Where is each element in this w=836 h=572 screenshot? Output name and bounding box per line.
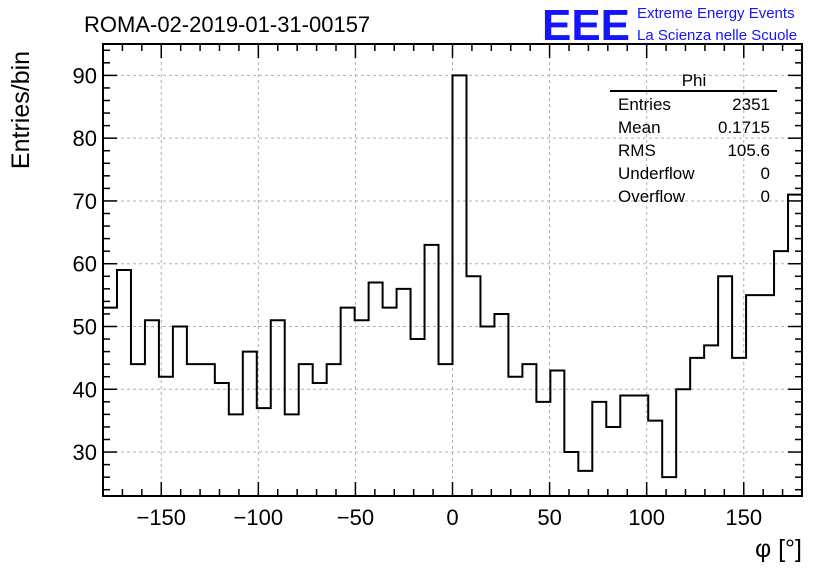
chart-title: ROMA-02-2019-01-31-00157 (84, 12, 370, 37)
histogram-bin (411, 339, 425, 496)
histogram-bin (564, 452, 578, 496)
eee-logo-mark: EEE (542, 1, 630, 50)
histogram-bin (508, 377, 522, 496)
y-tick-label: 30 (73, 440, 97, 465)
stats-row-value: 0 (761, 164, 770, 183)
histogram-bin (271, 320, 285, 496)
histogram-bin (578, 471, 592, 496)
histogram-bin (397, 289, 411, 496)
stats-rows: Entries 2351 Mean 0.1715 RMS 105.6 Underflow 0 O… (618, 95, 770, 206)
histogram-bin (550, 370, 564, 496)
histogram-bin (704, 345, 718, 496)
histogram-bin (159, 377, 173, 496)
y-tick-label: 80 (73, 126, 97, 151)
histogram-bin (676, 389, 690, 496)
y-axis-label: Entries/bin (7, 51, 35, 169)
histogram-bin (620, 396, 634, 496)
histogram-bin (341, 308, 355, 496)
histogram-bin (536, 402, 550, 496)
histogram-bin (215, 383, 229, 496)
stats-row-label: Overflow (618, 187, 686, 206)
stats-row-value: 0 (761, 187, 770, 206)
stats-row-value: 2351 (732, 95, 770, 114)
eee-logo: EEE Extreme Energy Events La Scienza nel… (542, 1, 797, 50)
logo-line-2: La Scienza nelle Scuole (637, 27, 797, 44)
histogram-bin (494, 314, 508, 496)
histogram-bin (131, 364, 145, 496)
histogram-bin (466, 276, 480, 496)
histogram-bin (425, 245, 439, 496)
axis-ticks (103, 44, 802, 496)
x-tick-label: 100 (628, 505, 665, 530)
histogram-bin (383, 308, 397, 496)
histogram-bin (662, 477, 676, 496)
stats-row-value: 105.6 (727, 141, 770, 160)
histogram-bin (522, 364, 536, 496)
histogram-bin (369, 283, 383, 496)
x-axis-label: φ [°] (755, 535, 802, 563)
y-tick-label: 60 (73, 252, 97, 277)
histogram-bin (299, 364, 313, 496)
histogram-bin (145, 320, 159, 496)
histogram-bin (313, 383, 327, 496)
histogram-bin (229, 414, 243, 496)
histogram-bin (634, 396, 648, 496)
histogram-outline (103, 74, 802, 479)
histogram (103, 74, 802, 497)
histogram-bin (439, 364, 453, 496)
histogram-bin (173, 327, 187, 497)
stats-name: Phi (682, 71, 707, 90)
histogram-bin (774, 251, 788, 496)
histogram-bin (606, 427, 620, 496)
y-tick-label: 70 (73, 189, 97, 214)
histogram-bin (187, 364, 201, 496)
x-tick-label: −100 (234, 505, 284, 530)
y-tick-label: 90 (73, 63, 97, 88)
histogram-bin (760, 295, 774, 496)
stats-row-label: Mean (618, 118, 661, 137)
x-tick-label: 0 (446, 505, 458, 530)
x-tick-label: −150 (136, 505, 186, 530)
stats-box: Phi Entries 2351 Mean 0.1715 RMS 105.6 Underfl… (610, 71, 777, 206)
histogram-bin (201, 364, 215, 496)
y-tick-labels: 30 40 50 60 70 80 90 (73, 63, 97, 465)
histogram-bin (732, 358, 746, 496)
y-tick-label: 40 (73, 377, 97, 402)
histogram-bin (480, 327, 494, 497)
histogram-bin (243, 352, 257, 496)
stats-row-label: Underflow (618, 164, 695, 183)
histogram-bin (718, 276, 732, 496)
x-tick-labels: −150 −100 −50 0 50 100 150 (136, 505, 762, 530)
x-tick-label: −50 (337, 505, 374, 530)
histogram-bin (355, 320, 369, 496)
histogram-bin (788, 195, 802, 496)
histogram-bin (117, 270, 131, 496)
logo-line-1: Extreme Energy Events (637, 5, 795, 22)
stats-row-label: Entries (618, 95, 671, 114)
histogram-bin (592, 402, 606, 496)
y-tick-label: 50 (73, 315, 97, 340)
x-tick-label: 50 (537, 505, 561, 530)
stats-row-label: RMS (618, 141, 656, 160)
histogram-bin (285, 414, 299, 496)
histogram-bin (746, 295, 760, 496)
histogram-bin (648, 421, 662, 496)
stats-row-value: 0.1715 (718, 118, 770, 137)
histogram-bin (690, 358, 704, 496)
histogram-bin (327, 364, 341, 496)
histogram-bin (453, 75, 467, 496)
x-tick-label: 150 (725, 505, 762, 530)
